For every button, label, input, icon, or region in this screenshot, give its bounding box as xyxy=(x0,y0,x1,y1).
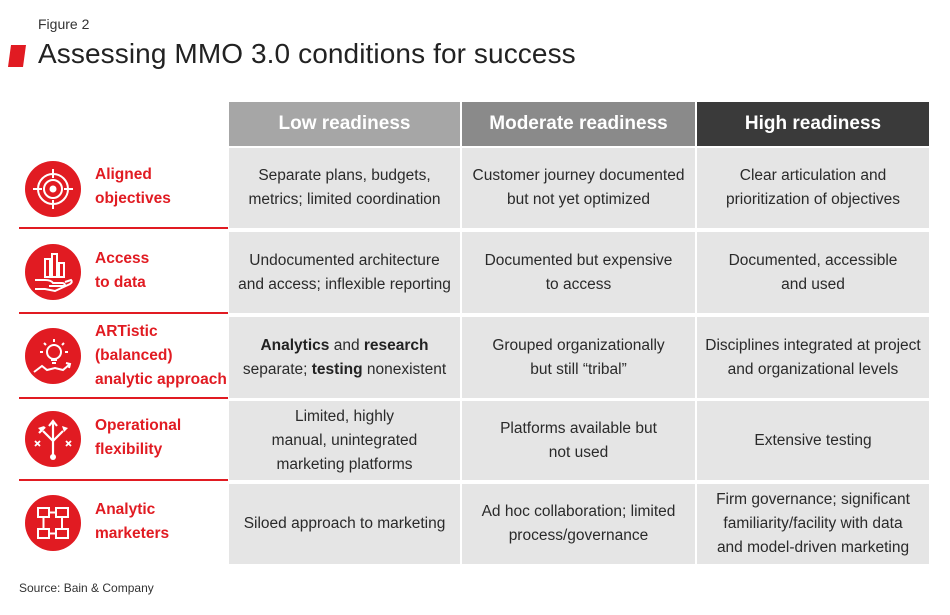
cell-moderate: Grouped organizationally but still “triba… xyxy=(462,317,695,398)
row-divider xyxy=(19,397,228,399)
cell-high: Disciplines integrated at project and org… xyxy=(697,317,929,398)
target-icon xyxy=(25,161,81,217)
row-label-operational-flexibility: Operational flexibility xyxy=(95,417,182,458)
row-divider xyxy=(19,479,228,481)
cell-low: Undocumented architecture and access; inf… xyxy=(229,232,460,313)
branching-arrows-icon xyxy=(25,411,81,467)
row-divider xyxy=(19,312,228,314)
cell-moderate: Customer journey documented but not yet o… xyxy=(462,148,695,228)
column-header-moderate: Moderate readiness xyxy=(462,102,695,146)
hand-chart-icon xyxy=(25,244,81,300)
row-label-artistic-analytic-approach: ARTistic (balanced) analytic approach xyxy=(95,323,227,388)
column-header-low: Low readiness xyxy=(229,102,460,146)
column-header-high: High readiness xyxy=(697,102,929,146)
cell-high: Firm governance; significant familiarity/… xyxy=(697,484,929,564)
flowchart-icon xyxy=(25,495,81,551)
lightbulb-growth-icon xyxy=(25,328,81,384)
cell-low: Limited, highly manual, unintegrated marke… xyxy=(229,401,460,480)
cell-moderate: Documented but expensive to access xyxy=(462,232,695,313)
row-divider xyxy=(19,227,228,229)
title-accent-mark xyxy=(8,45,26,67)
source-note: Source: Bain & Company xyxy=(19,581,154,595)
cell-moderate: Ad hoc collaboration; limited process/gov… xyxy=(462,484,695,564)
cell-moderate: Platforms available but not used xyxy=(462,401,695,480)
row-label-analytic-marketers: Analytic marketers xyxy=(95,501,170,542)
row-label-access-to-data: Access to data xyxy=(95,250,150,291)
cell-low: Siloed approach to marketing xyxy=(229,484,460,564)
figure-label: Figure 2 xyxy=(38,16,90,32)
cell-high: Extensive testing xyxy=(697,401,929,480)
cell-high: Documented, accessible and used xyxy=(697,232,929,313)
cell-low: Analytics and research separate; testing… xyxy=(229,317,460,398)
cell-low: Separate plans, budgets, metrics; limited… xyxy=(229,148,460,228)
row-label-aligned-objectives: Aligned objectives xyxy=(95,166,171,207)
cell-high: Clear articulation and prioritization of … xyxy=(697,148,929,228)
page-title: Assessing MMO 3.0 conditions for success xyxy=(38,38,576,69)
